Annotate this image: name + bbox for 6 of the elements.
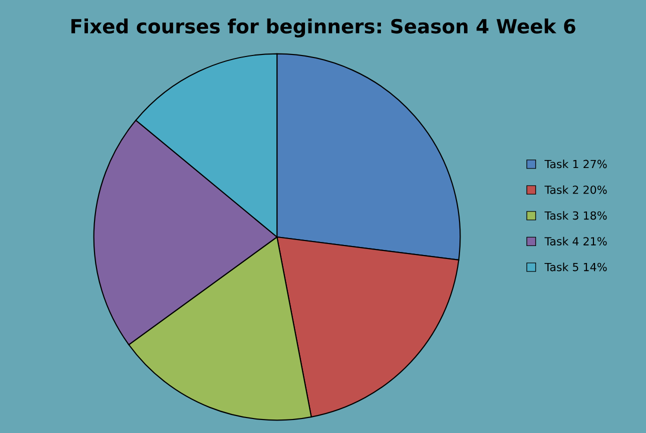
chart-title: Fixed courses for beginners: Season 4 Week 6 bbox=[71, 18, 576, 38]
legend-label: Task 4 21% bbox=[544, 236, 607, 246]
legend-label: Task 2 20% bbox=[544, 185, 607, 194]
legend-label: Task 1 27% bbox=[544, 160, 607, 168]
legend-label: Task 3 18% bbox=[544, 211, 607, 220]
legend-label: Task 5 14% bbox=[544, 262, 607, 272]
